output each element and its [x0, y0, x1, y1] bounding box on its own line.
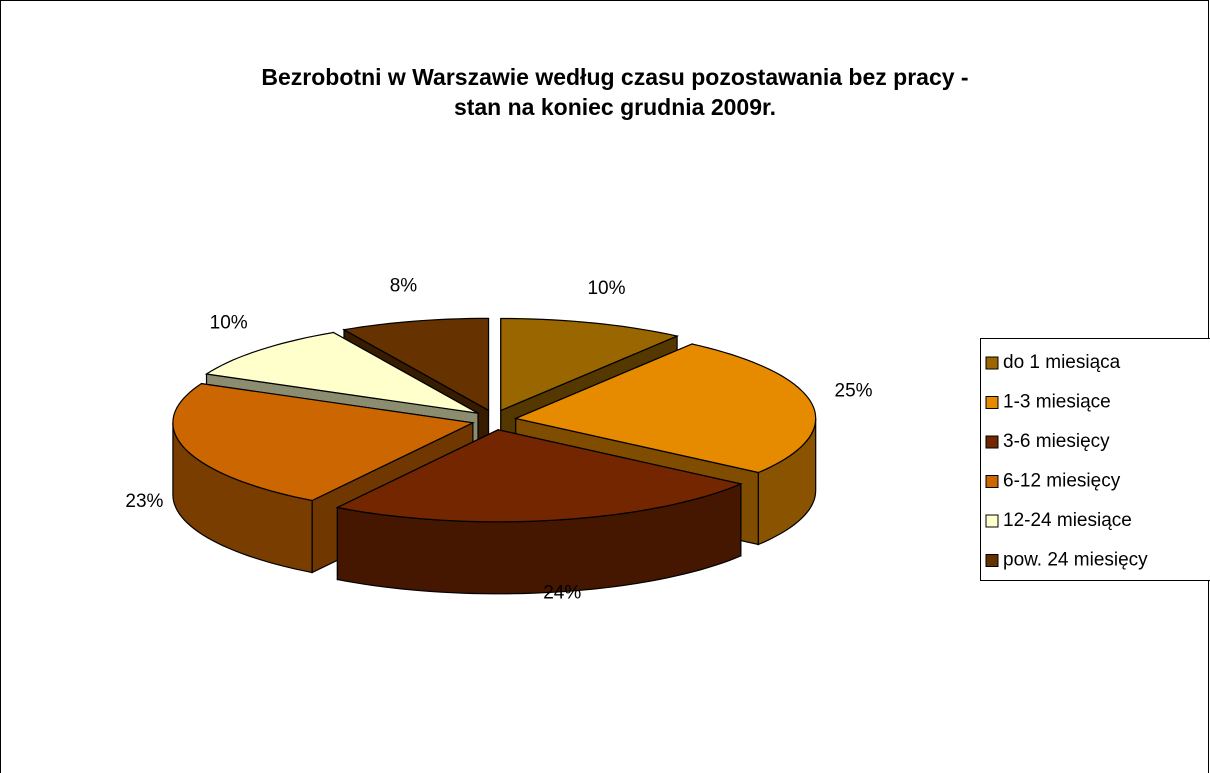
legend-swatch — [985, 554, 999, 567]
slice — [513, 343, 817, 474]
data-label: 10% — [210, 312, 248, 333]
legend-swatch — [985, 356, 999, 370]
legend-label: 6-12 miesięcy — [1003, 471, 1121, 492]
legend-label: 3-6 miesięcy — [1003, 431, 1110, 452]
legend-label: 12-24 miesiące — [1003, 510, 1132, 531]
data-label: 25% — [835, 381, 873, 402]
legend-swatch — [985, 514, 999, 528]
legend-swatch — [985, 435, 999, 449]
slice — [335, 429, 743, 523]
slice — [204, 331, 479, 414]
slice — [342, 317, 490, 412]
legend-box — [980, 338, 1210, 581]
legend-label: 1-3 miesiące — [1003, 392, 1111, 413]
legend-swatch — [985, 475, 999, 488]
slice — [172, 382, 475, 502]
legend-label: do 1 miesiąca — [1003, 352, 1121, 373]
legend-label: pow. 24 miesięcy — [1003, 550, 1148, 571]
slice — [500, 317, 680, 412]
chart-title: Bezrobotni w Warszawie według czasu pozo… — [261, 64, 968, 90]
data-label: 8% — [390, 275, 418, 296]
data-label: 23% — [125, 491, 163, 512]
data-label: 24% — [543, 582, 581, 603]
data-label: 10% — [587, 278, 625, 299]
chart-title: stan na koniec grudnia 2009r. — [454, 94, 776, 120]
legend-swatch — [985, 396, 999, 409]
